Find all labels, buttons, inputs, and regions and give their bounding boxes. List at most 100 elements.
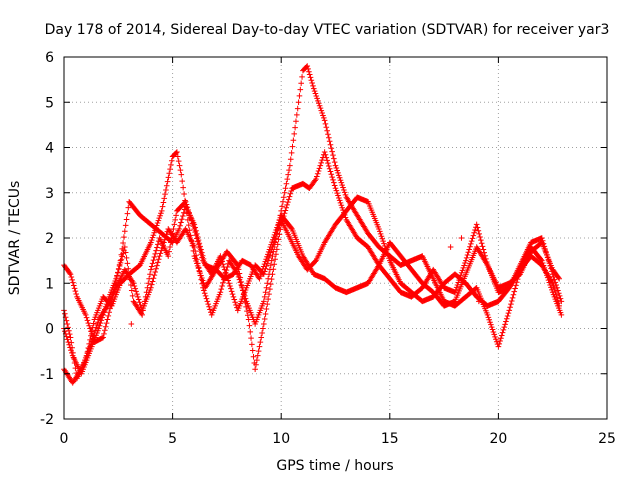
data-point-trace-4 (140, 307, 146, 314)
data-point-trace-3 (153, 265, 159, 272)
data-point-trace-2 (287, 190, 294, 197)
data-point-trace-3 (200, 284, 206, 291)
data-point-trace-4 (197, 248, 204, 254)
data-point-trace-2 (162, 191, 168, 197)
data-point-trace-4 (385, 252, 391, 259)
data-point-trace-2 (483, 256, 489, 262)
y-tick-label: 0 (45, 322, 54, 338)
y-tick-label: 6 (45, 50, 54, 66)
data-point-trace-2 (326, 165, 333, 172)
data-point-trace-2 (331, 179, 337, 186)
data-point-trace-1 (73, 291, 80, 297)
data-point-trace-4 (376, 226, 382, 232)
data-point-trace-2 (329, 174, 335, 180)
data-point-trace-3 (204, 298, 211, 305)
data-point-trace-3 (265, 275, 271, 282)
data-point-trace-3 (192, 248, 198, 254)
data-point-trace-1 (179, 216, 185, 223)
data-point-trace-4 (233, 302, 239, 308)
data-point-trace-4 (381, 243, 388, 249)
data-point-trace-3 (191, 244, 198, 250)
data-points (61, 63, 565, 386)
data-point-trace-3 (324, 127, 330, 134)
data-point-trace-2 (463, 255, 470, 261)
data-point-trace-4 (187, 212, 193, 219)
data-point-trace-4 (124, 260, 131, 267)
data-point-trace-3 (310, 85, 317, 92)
data-point-trace-4 (182, 199, 189, 205)
data-point-trace-2 (545, 257, 552, 264)
data-point-trace-3 (269, 253, 276, 259)
data-point-trace-4 (67, 344, 73, 351)
data-point-trace-3 (238, 282, 245, 288)
data-point-trace-3 (510, 291, 517, 298)
data-point-trace-3 (506, 307, 513, 314)
y-tick-label: 2 (45, 231, 54, 247)
data-point-trace-2 (161, 195, 168, 202)
data-point-trace-2 (467, 243, 473, 250)
data-point-trace-1 (102, 323, 109, 330)
data-point-trace-3 (306, 68, 312, 75)
data-point-trace-1 (72, 288, 79, 294)
data-point-trace-2 (314, 173, 320, 180)
data-point-trace-3 (135, 294, 141, 300)
data-point-trace-4 (553, 294, 560, 301)
data-point-trace-3 (281, 194, 287, 201)
data-point-trace-4 (228, 288, 235, 295)
data-point-trace-2 (150, 232, 157, 239)
data-point-trace-2 (261, 321, 267, 327)
data-point-trace-2 (541, 243, 548, 250)
data-point-trace-2 (336, 195, 342, 201)
data-point-trace-2 (247, 329, 254, 335)
data-point-trace-4 (264, 260, 271, 267)
data-point-trace-2 (325, 160, 331, 166)
y-tick-label: -1 (40, 367, 54, 383)
data-point-trace-2 (177, 167, 184, 173)
data-point-trace-1 (67, 271, 74, 277)
data-point-trace-3 (317, 105, 324, 111)
data-point-trace-4 (155, 241, 161, 248)
data-point-trace-4 (100, 312, 106, 318)
x-tick-label: 25 (598, 431, 616, 447)
data-point-trace-2 (332, 185, 339, 192)
data-point-trace-4 (146, 275, 152, 282)
data-point-trace-3 (322, 121, 329, 127)
data-point-trace-2 (540, 240, 547, 247)
data-point-trace-2 (67, 334, 74, 341)
data-point-trace-4 (142, 294, 149, 300)
data-point-trace-3 (157, 250, 164, 257)
data-point-trace-4 (153, 247, 159, 254)
data-point-trace-3 (334, 167, 340, 174)
data-point-trace-4 (227, 283, 233, 289)
data-point-trace-4 (188, 218, 195, 224)
data-point-trace-2 (260, 325, 266, 332)
data-point-trace-2 (315, 168, 322, 174)
data-point-trace-4 (150, 257, 157, 263)
data-point-trace-3 (234, 271, 241, 277)
data-point-trace-4 (196, 245, 203, 251)
data-point-trace-3 (205, 301, 212, 307)
data-point-trace-3 (314, 95, 320, 102)
data-point-trace-2 (250, 353, 257, 360)
data-point-trace-2 (324, 157, 330, 164)
data-point-trace-3 (148, 281, 155, 288)
data-point-trace-2 (163, 182, 170, 189)
data-point-trace-4 (98, 317, 105, 324)
data-point-trace-4 (386, 255, 392, 261)
data-point-trace-4 (96, 322, 103, 329)
data-point-trace-2 (180, 184, 186, 191)
data-point-trace-3 (338, 179, 345, 186)
data-point-trace-3 (282, 185, 289, 192)
data-point-trace-3 (220, 279, 226, 286)
data-point-trace-4 (232, 299, 238, 306)
data-point-trace-1 (69, 277, 75, 283)
data-point-trace-3 (151, 272, 158, 278)
data-point-trace-2 (337, 200, 344, 206)
data-point-trace-2 (265, 296, 271, 302)
data-point-trace-2 (276, 231, 283, 238)
data-point-trace-3 (194, 256, 200, 263)
data-point-trace-2 (461, 262, 467, 269)
data-point-trace-2 (338, 202, 345, 209)
data-point-trace-4 (165, 253, 172, 259)
data-point-trace-3 (504, 313, 511, 319)
